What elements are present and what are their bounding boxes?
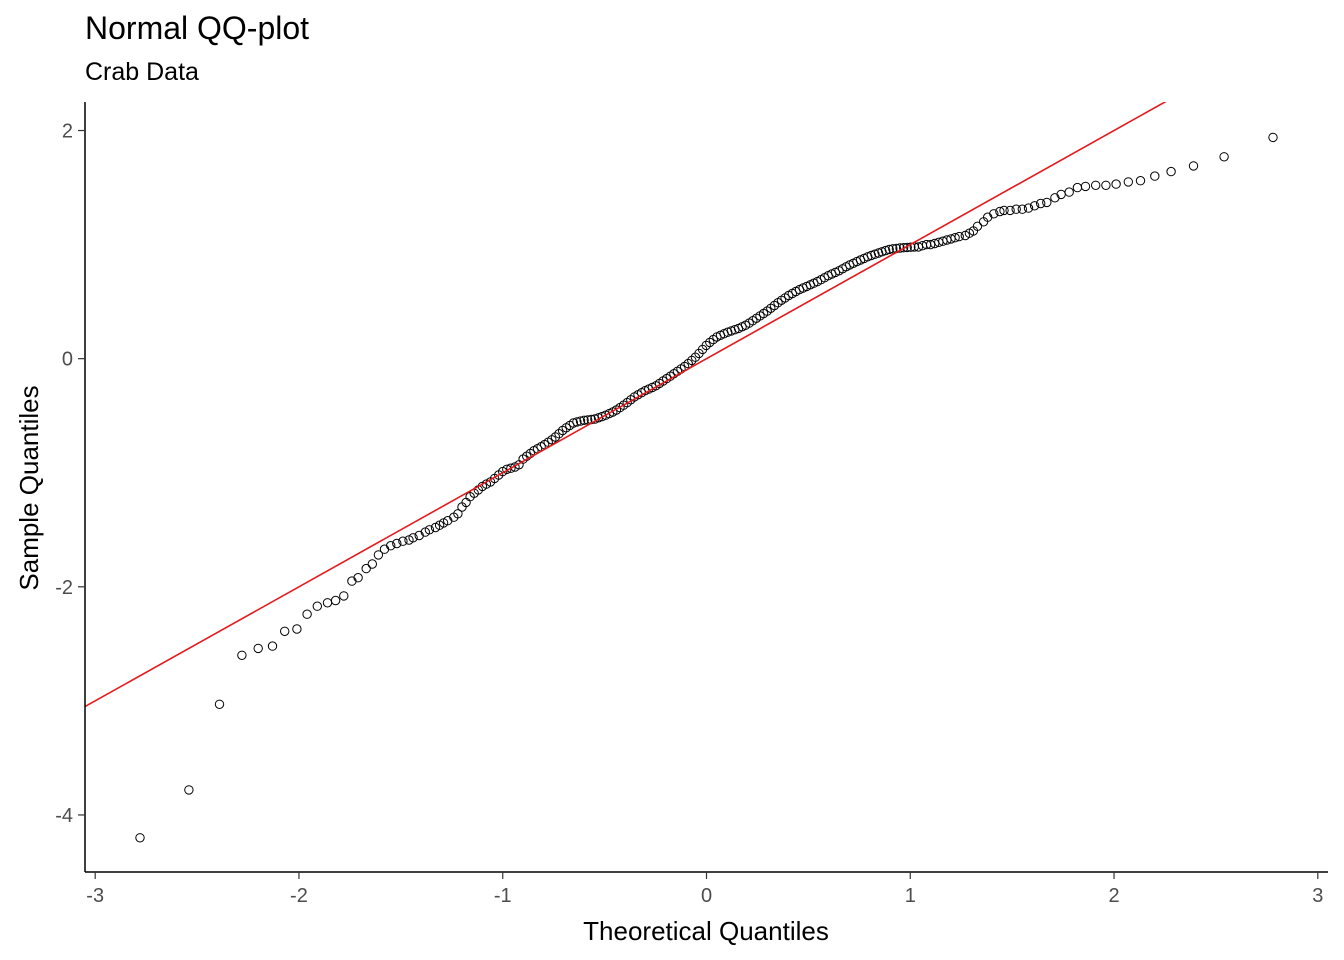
data-point xyxy=(898,243,909,253)
data-point xyxy=(1188,161,1199,171)
data-point xyxy=(1268,132,1278,143)
data-point xyxy=(989,209,999,219)
data-point xyxy=(280,626,290,636)
data-point xyxy=(572,417,582,427)
data-point xyxy=(214,699,225,709)
reference-line-layer xyxy=(85,102,1167,708)
chart-subtitle: Crab Data xyxy=(85,58,199,86)
data-point xyxy=(237,650,247,660)
data-point xyxy=(1080,181,1091,192)
x-tick-label: 2 xyxy=(1108,885,1119,907)
data-point xyxy=(1023,203,1034,213)
data-point xyxy=(302,609,312,619)
data-point xyxy=(954,231,964,242)
y-tick-label: 2 xyxy=(62,121,73,143)
data-point xyxy=(1101,180,1111,191)
reference-line xyxy=(85,102,1167,708)
data-point xyxy=(999,205,1009,216)
data-point xyxy=(884,244,894,255)
x-tick-label: -3 xyxy=(86,885,104,907)
data-point xyxy=(1091,180,1101,191)
data-point xyxy=(361,563,371,574)
data-point xyxy=(950,233,960,243)
data-point xyxy=(1005,205,1015,216)
data-point xyxy=(322,598,333,608)
data-point xyxy=(705,337,715,348)
data-point xyxy=(1064,187,1074,197)
data-point xyxy=(1135,176,1146,186)
data-point xyxy=(1050,193,1060,203)
data-point xyxy=(1056,189,1066,200)
data-point xyxy=(312,601,322,611)
data-point xyxy=(392,538,402,549)
data-point xyxy=(339,591,349,601)
data-point xyxy=(683,358,693,369)
data-point xyxy=(373,550,384,560)
data-point xyxy=(453,509,463,519)
data-point xyxy=(550,432,561,442)
data-point xyxy=(1219,152,1229,162)
data-point xyxy=(1036,198,1046,209)
x-tick-label: -1 xyxy=(494,885,512,907)
data-point xyxy=(995,206,1005,217)
data-point xyxy=(888,244,898,254)
data-point xyxy=(1150,171,1160,181)
data-point xyxy=(583,415,593,425)
x-tick-label: 0 xyxy=(701,885,712,907)
data-point xyxy=(367,559,377,569)
y-axis-label: Sample Quantiles xyxy=(14,385,44,590)
data-point xyxy=(506,463,516,473)
data-point xyxy=(687,355,697,366)
data-point xyxy=(902,242,912,253)
y-tick-label: 0 xyxy=(62,349,73,371)
data-point xyxy=(1123,177,1134,187)
y-tick-label: -2 xyxy=(55,577,73,599)
data-point xyxy=(408,533,418,543)
axes: -3 -2 -1 0 1 2 3 -4 -2 0 2 xyxy=(55,102,1328,907)
data-point xyxy=(347,576,357,586)
data-point xyxy=(1011,204,1021,214)
data-point xyxy=(135,833,145,843)
data-point xyxy=(353,573,363,583)
data-point xyxy=(253,643,263,654)
x-tick-label: -2 xyxy=(290,885,308,907)
x-tick-label: 3 xyxy=(1312,885,1323,907)
sample-points xyxy=(135,132,1278,843)
data-point xyxy=(1166,166,1176,177)
data-point xyxy=(267,641,278,651)
data-point xyxy=(424,525,435,535)
data-point xyxy=(398,536,408,546)
data-point xyxy=(1111,179,1121,189)
data-point xyxy=(1029,201,1040,211)
data-point xyxy=(292,624,302,634)
x-tick-label: 1 xyxy=(905,885,916,907)
data-point xyxy=(330,595,341,606)
data-point xyxy=(184,785,194,795)
x-axis-label: Theoretical Quantiles xyxy=(583,916,829,946)
data-point xyxy=(972,221,983,232)
data-point xyxy=(379,544,390,554)
data-point xyxy=(1072,182,1083,193)
data-point xyxy=(554,429,564,439)
data-point xyxy=(575,416,586,426)
data-point xyxy=(1017,204,1027,214)
data-point xyxy=(1042,197,1052,208)
data-point xyxy=(579,415,589,425)
chart-title: Normal QQ-plot xyxy=(85,10,310,46)
y-tick-label: -4 xyxy=(55,805,73,827)
data-point xyxy=(386,541,396,551)
